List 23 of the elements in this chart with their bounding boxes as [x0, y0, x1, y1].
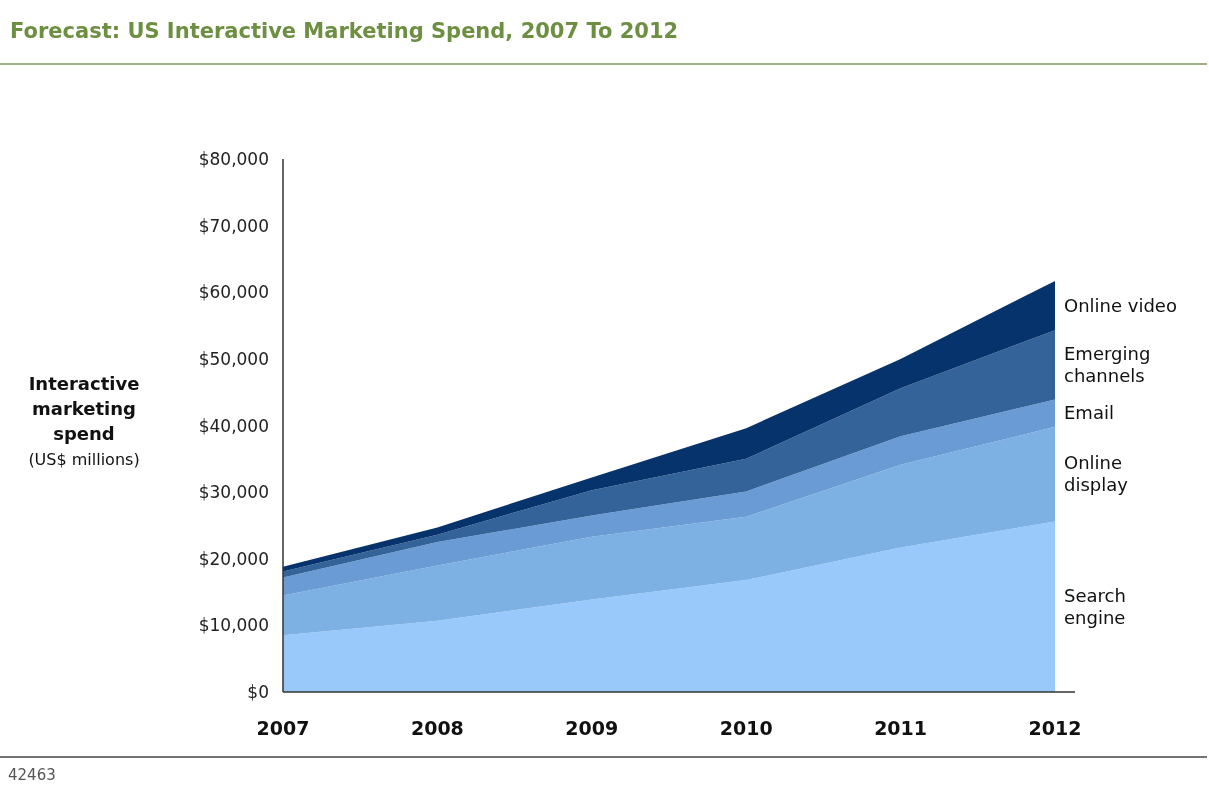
- y-tick-label: $0: [247, 682, 269, 702]
- y-tick-label: $10,000: [198, 615, 269, 636]
- series-label: Emerging channels: [1064, 343, 1151, 387]
- x-tick-label: 2007: [256, 717, 310, 739]
- x-tick-label: 2011: [874, 717, 928, 739]
- text: 42463: [8, 766, 56, 784]
- y-tick-label: $80,000: [198, 149, 269, 169]
- x-tick-label: 2009: [565, 717, 619, 739]
- y-tick-label: $40,000: [198, 415, 269, 436]
- series-label: Online video: [1064, 294, 1177, 316]
- series-label: Search engine: [1064, 585, 1126, 629]
- y-tick-label: $50,000: [198, 348, 269, 369]
- series-label: Email: [1064, 402, 1114, 424]
- chart-title: Forecast: US Interactive Marketing Spend, 2007 To 2012: [10, 19, 679, 43]
- y-axis-title: Interactive marketing spend (US$ millions): [28, 373, 140, 469]
- y-tick-label: $70,000: [198, 215, 269, 236]
- x-tick-label: 2008: [410, 717, 464, 739]
- y-tick-label: $60,000: [198, 282, 269, 303]
- y-tick-label: $20,000: [198, 548, 269, 569]
- x-tick-label: 2010: [719, 717, 773, 739]
- x-tick-label: 2012: [1028, 717, 1082, 739]
- y-tick-label: $30,000: [198, 482, 269, 503]
- series-label: Online display: [1064, 452, 1129, 496]
